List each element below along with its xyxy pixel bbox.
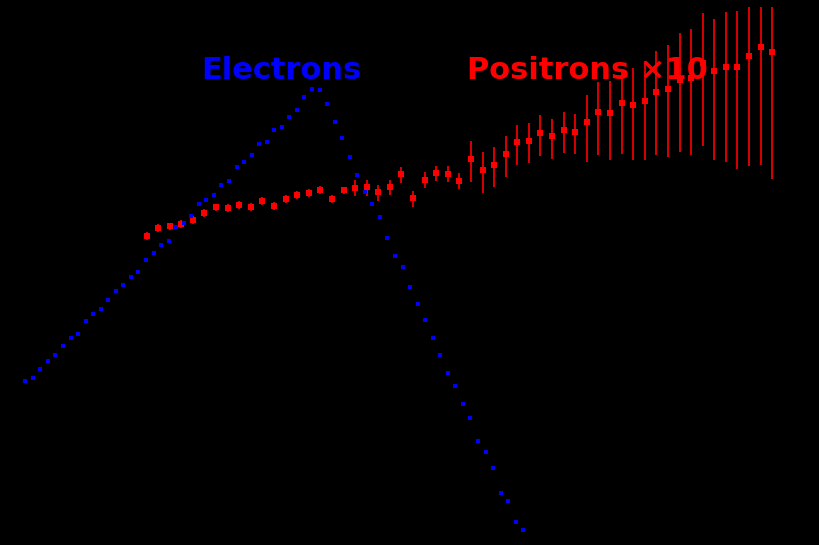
Text: Electrons: Electrons bbox=[201, 56, 360, 85]
Text: Positrons ×10: Positrons ×10 bbox=[466, 56, 707, 85]
